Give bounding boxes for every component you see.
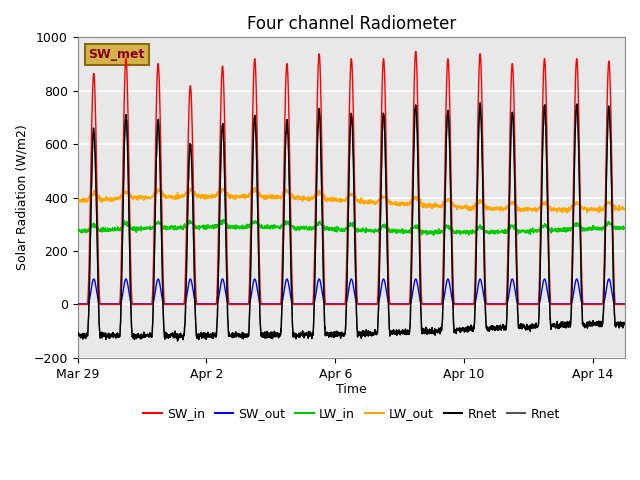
Line: Rnet: Rnet	[77, 103, 625, 341]
Rnet	[192, 324, 200, 330]
Text: SW_met: SW_met	[88, 48, 145, 61]
Rnet	[506, 213, 513, 218]
SW_out	[192, 301, 200, 307]
LW_out	[251, 184, 259, 190]
Rnet	[621, 322, 628, 327]
LW_in	[220, 216, 228, 222]
SW_out	[621, 301, 628, 307]
SW_out	[375, 299, 383, 304]
Rnet	[173, 338, 181, 344]
LW_in	[506, 227, 513, 232]
Title: Four channel Radiometer: Four channel Radiometer	[246, 15, 456, 33]
SW_out	[185, 280, 193, 286]
LW_out	[583, 210, 591, 216]
Rnet	[116, 319, 124, 325]
Rnet	[476, 100, 484, 106]
SW_in	[116, 285, 124, 291]
Rnet	[192, 324, 200, 330]
SW_out	[506, 290, 513, 296]
LW_out	[375, 197, 383, 203]
Rnet	[74, 331, 81, 336]
SW_in	[505, 189, 513, 195]
SW_out	[374, 301, 382, 307]
SW_in	[621, 301, 628, 307]
Rnet	[185, 165, 193, 171]
LW_in	[238, 224, 246, 229]
LW_in	[192, 223, 200, 229]
SW_in	[412, 48, 420, 54]
LW_in	[375, 229, 383, 235]
Line: LW_in: LW_in	[77, 219, 625, 235]
SW_out	[238, 301, 246, 307]
LW_out	[238, 194, 246, 200]
Rnet	[476, 100, 484, 106]
SW_out	[90, 276, 97, 282]
LW_in	[116, 226, 124, 231]
SW_in	[192, 287, 200, 293]
SW_in	[185, 122, 193, 128]
Rnet	[375, 304, 383, 310]
Line: SW_out: SW_out	[77, 279, 625, 304]
Rnet	[116, 319, 124, 325]
SW_out	[117, 300, 125, 306]
SW_in	[74, 301, 81, 307]
LW_out	[185, 187, 193, 193]
LW_out	[621, 205, 628, 211]
LW_in	[74, 228, 81, 233]
Y-axis label: Solar Radiation (W/m2): Solar Radiation (W/m2)	[15, 125, 28, 270]
LW_in	[185, 221, 193, 227]
Rnet	[506, 213, 513, 218]
Rnet	[238, 332, 246, 337]
Rnet	[74, 331, 81, 336]
SW_in	[238, 301, 246, 307]
Rnet	[621, 322, 628, 327]
Legend: SW_in, SW_out, LW_in, LW_out, Rnet, Rnet: SW_in, SW_out, LW_in, LW_out, Rnet, Rnet	[138, 403, 564, 425]
Line: Rnet: Rnet	[77, 103, 625, 341]
Rnet	[185, 165, 193, 171]
LW_out	[505, 200, 513, 205]
LW_out	[74, 199, 81, 204]
Line: LW_out: LW_out	[77, 187, 625, 213]
X-axis label: Time: Time	[336, 384, 367, 396]
LW_in	[429, 232, 437, 238]
Rnet	[375, 304, 383, 310]
Line: SW_in: SW_in	[77, 51, 625, 304]
LW_in	[621, 225, 628, 231]
SW_out	[74, 301, 81, 307]
Rnet	[238, 332, 246, 337]
Rnet	[173, 338, 181, 344]
SW_in	[374, 278, 382, 284]
LW_out	[192, 191, 200, 196]
LW_out	[116, 192, 124, 198]
